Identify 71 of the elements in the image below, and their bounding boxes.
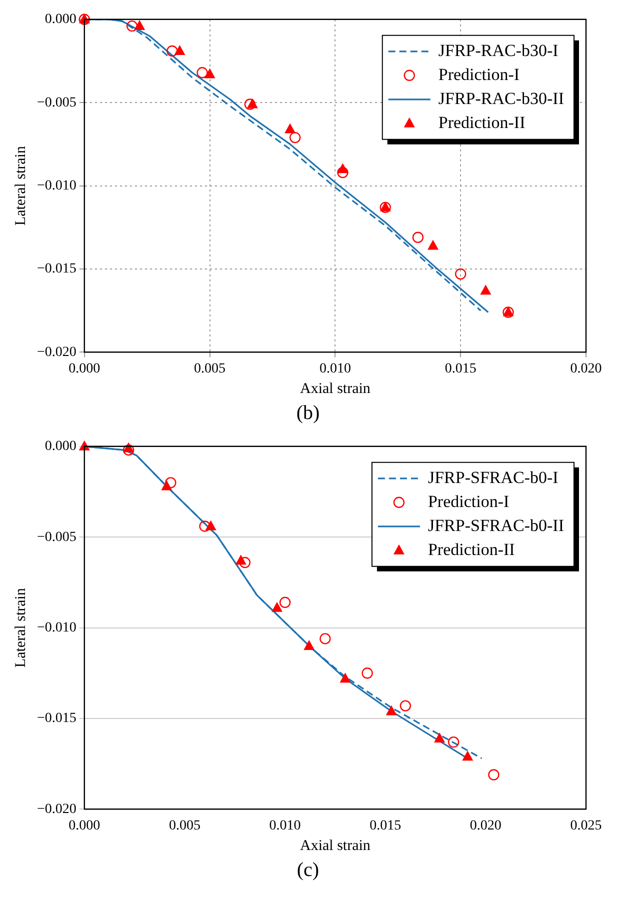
legend-label: Prediction-II <box>428 540 516 559</box>
point <box>161 480 172 490</box>
text: (c) <box>296 859 320 882</box>
point <box>205 520 216 530</box>
y-tick-label: 0.000 <box>44 12 76 28</box>
x-tick-label: 0.000 <box>68 818 100 834</box>
point <box>166 45 178 57</box>
point <box>279 596 291 608</box>
legend-label: JFRP-SFRAC-b0-II <box>428 516 564 535</box>
point <box>400 700 412 712</box>
point <box>134 20 146 30</box>
point <box>272 602 283 612</box>
point <box>434 732 446 742</box>
legend-label: Prediction-I <box>428 492 510 511</box>
x-tick-label: 0.020 <box>470 818 502 834</box>
x-axis-title: Axial strain <box>300 380 371 397</box>
point <box>412 232 424 243</box>
y-tick-label: −0.015 <box>36 262 76 277</box>
point <box>246 98 258 108</box>
point <box>196 67 208 78</box>
x-tick-label: 0.010 <box>319 361 351 376</box>
x-tick-label: 0.010 <box>269 818 301 834</box>
legend-label: JFRP-RAC-b30-I <box>438 40 559 60</box>
point <box>174 45 186 56</box>
point <box>488 769 500 780</box>
text: (b) <box>295 402 321 425</box>
legend-label: JFRP-RAC-b30-II <box>438 88 564 108</box>
point <box>337 163 348 174</box>
point <box>386 705 397 716</box>
point <box>462 750 474 761</box>
point <box>480 284 492 295</box>
legend-label: Prediction-I <box>438 64 520 84</box>
x-tick-label: 0.005 <box>194 361 226 376</box>
point <box>165 477 176 488</box>
legend-label: Prediction-II <box>438 112 526 132</box>
point <box>337 166 348 178</box>
point <box>78 440 90 450</box>
point <box>289 132 301 144</box>
x-tick-label: 0.005 <box>168 818 200 834</box>
y-tick-label: −0.015 <box>36 711 76 726</box>
point <box>448 736 460 748</box>
point <box>122 444 134 456</box>
point <box>126 20 138 32</box>
y-axis-title: Lateral strain <box>12 588 29 668</box>
point <box>428 240 439 250</box>
x-tick-label: 0.025 <box>570 818 602 834</box>
point <box>362 668 373 679</box>
y-tick-label: 0.000 <box>44 439 76 454</box>
x-axis-title: Axial strain <box>300 838 371 854</box>
y-tick-label: −0.010 <box>36 620 76 636</box>
y-tick-label: −0.005 <box>36 530 76 545</box>
point <box>239 556 251 568</box>
y-tick-label: −0.010 <box>36 178 76 194</box>
point <box>320 633 331 644</box>
point <box>204 68 216 78</box>
point <box>304 640 315 650</box>
point <box>244 98 256 110</box>
y-tick-label: −0.005 <box>36 95 76 110</box>
point <box>340 672 351 683</box>
point <box>235 554 246 565</box>
x-tick-label: 0.000 <box>68 361 100 376</box>
point <box>455 268 466 280</box>
x-tick-label: 0.015 <box>370 818 402 834</box>
y-tick-label: −0.020 <box>36 344 76 360</box>
legend-label: JFRP-SFRAC-b0-I <box>428 468 559 487</box>
y-tick-label: −0.020 <box>36 802 76 817</box>
y-axis-title: Lateral strain <box>12 146 29 226</box>
point <box>199 520 210 532</box>
point <box>284 123 296 134</box>
x-tick-label: 0.020 <box>570 361 602 376</box>
x-tick-label: 0.015 <box>444 361 476 376</box>
